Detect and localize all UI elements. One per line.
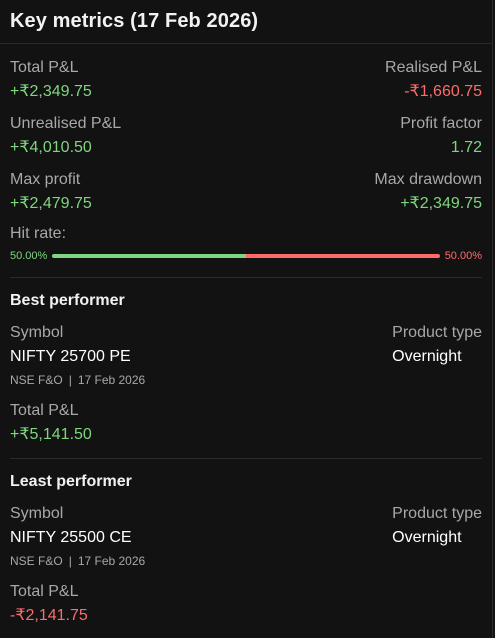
profit-factor-label: Profit factor [400, 115, 482, 132]
least-symbol-row: Symbol NIFTY 25500 CE Product type Overn… [10, 504, 482, 548]
max-profit-label: Max profit [10, 171, 81, 188]
best-pnl-value: +₹5,141.50 [10, 426, 92, 443]
divider [10, 277, 482, 278]
best-performer-body: Symbol NIFTY 25700 PE Product type Overn… [0, 323, 492, 445]
best-pnl: Total P&L +₹5,141.50 [10, 401, 482, 445]
least-performer-section: Least performer Symbol NIFTY 25500 CE Pr… [0, 459, 492, 626]
least-date: 17 Feb 2026 [77, 554, 146, 568]
hit-rate-label: Hit rate: [10, 225, 67, 242]
least-pnl-label: Total P&L [10, 583, 79, 600]
unrealised-pnl-value: +₹4,010.50 [10, 139, 92, 156]
max-drawdown-value: +₹2,349.75 [400, 195, 482, 212]
best-symbol-row: Symbol NIFTY 25700 PE Product type Overn… [10, 323, 482, 367]
max-drawdown: Max drawdown +₹2,349.75 [374, 170, 482, 214]
metric-row-pnl: Total P&L +₹2,349.75 Realised P&L -₹1,66… [10, 58, 482, 102]
best-date: 17 Feb 2026 [77, 373, 146, 387]
divider [10, 458, 482, 459]
profit-factor: Profit factor 1.72 [400, 114, 482, 158]
least-pnl: Total P&L -₹2,141.75 [10, 582, 482, 626]
least-performer-body: Symbol NIFTY 25500 CE Product type Overn… [0, 504, 492, 626]
best-symbol: Symbol NIFTY 25700 PE [10, 323, 131, 367]
max-profit: Max profit +₹2,479.75 [10, 170, 92, 214]
profit-factor-value: 1.72 [450, 139, 482, 156]
unrealised-pnl: Unrealised P&L +₹4,010.50 [10, 114, 121, 158]
metric-row-max: Max profit +₹2,479.75 Max drawdown +₹2,3… [10, 170, 482, 214]
best-meta: NSE F&O | 17 Feb 2026 [10, 373, 482, 387]
total-pnl-label: Total P&L [10, 59, 79, 76]
best-product-type-label: Product type [392, 324, 482, 341]
best-product-type-value: Overnight [392, 348, 462, 365]
realised-pnl-value: -₹1,660.75 [404, 83, 482, 100]
best-symbol-value: NIFTY 25700 PE [10, 348, 131, 365]
page-title: Key metrics (17 Feb 2026) [10, 10, 259, 32]
best-exchange: NSE F&O [10, 373, 63, 387]
least-symbol-label: Symbol [10, 505, 64, 522]
total-pnl: Total P&L +₹2,349.75 [10, 58, 92, 102]
realised-pnl: Realised P&L -₹1,660.75 [385, 58, 482, 102]
least-performer-title: Least performer [10, 473, 132, 490]
metric-row-unrealised: Unrealised P&L +₹4,010.50 Profit factor … [10, 114, 482, 158]
best-performer-section: Best performer Symbol NIFTY 25700 PE Pro… [0, 278, 492, 445]
least-symbol: Symbol NIFTY 25500 CE [10, 504, 132, 548]
least-meta: NSE F&O | 17 Feb 2026 [10, 554, 482, 568]
least-separator: | [68, 554, 72, 568]
card-header: Key metrics (17 Feb 2026) [0, 0, 492, 44]
best-symbol-label: Symbol [10, 324, 64, 341]
hit-rate-bar [52, 254, 440, 258]
max-profit-value: +₹2,479.75 [10, 195, 92, 212]
least-pnl-value: -₹2,141.75 [10, 607, 88, 624]
metrics-section: Total P&L +₹2,349.75 Realised P&L -₹1,66… [0, 44, 492, 264]
best-product-type: Product type Overnight [392, 323, 482, 367]
best-separator: | [68, 373, 72, 387]
best-performer-title: Best performer [10, 292, 125, 309]
realised-pnl-label: Realised P&L [385, 59, 482, 76]
least-product-type-value: Overnight [392, 529, 462, 546]
max-drawdown-label: Max drawdown [374, 171, 482, 188]
hit-rate: Hit rate: 50.00% 50.00% [10, 224, 482, 264]
least-product-type: Product type Overnight [392, 504, 482, 548]
hit-rate-bar-row: 50.00% 50.00% [10, 248, 482, 264]
least-symbol-value: NIFTY 25500 CE [10, 529, 132, 546]
hit-rate-loss-pct: 50.00% [444, 250, 482, 262]
unrealised-pnl-label: Unrealised P&L [10, 115, 122, 132]
least-exchange: NSE F&O [10, 554, 63, 568]
total-pnl-value: +₹2,349.75 [10, 83, 92, 100]
hit-rate-win-fill [52, 254, 246, 258]
hit-rate-win-pct: 50.00% [10, 250, 48, 262]
least-product-type-label: Product type [392, 505, 482, 522]
hit-rate-loss-fill [246, 254, 440, 258]
best-pnl-label: Total P&L [10, 402, 79, 419]
